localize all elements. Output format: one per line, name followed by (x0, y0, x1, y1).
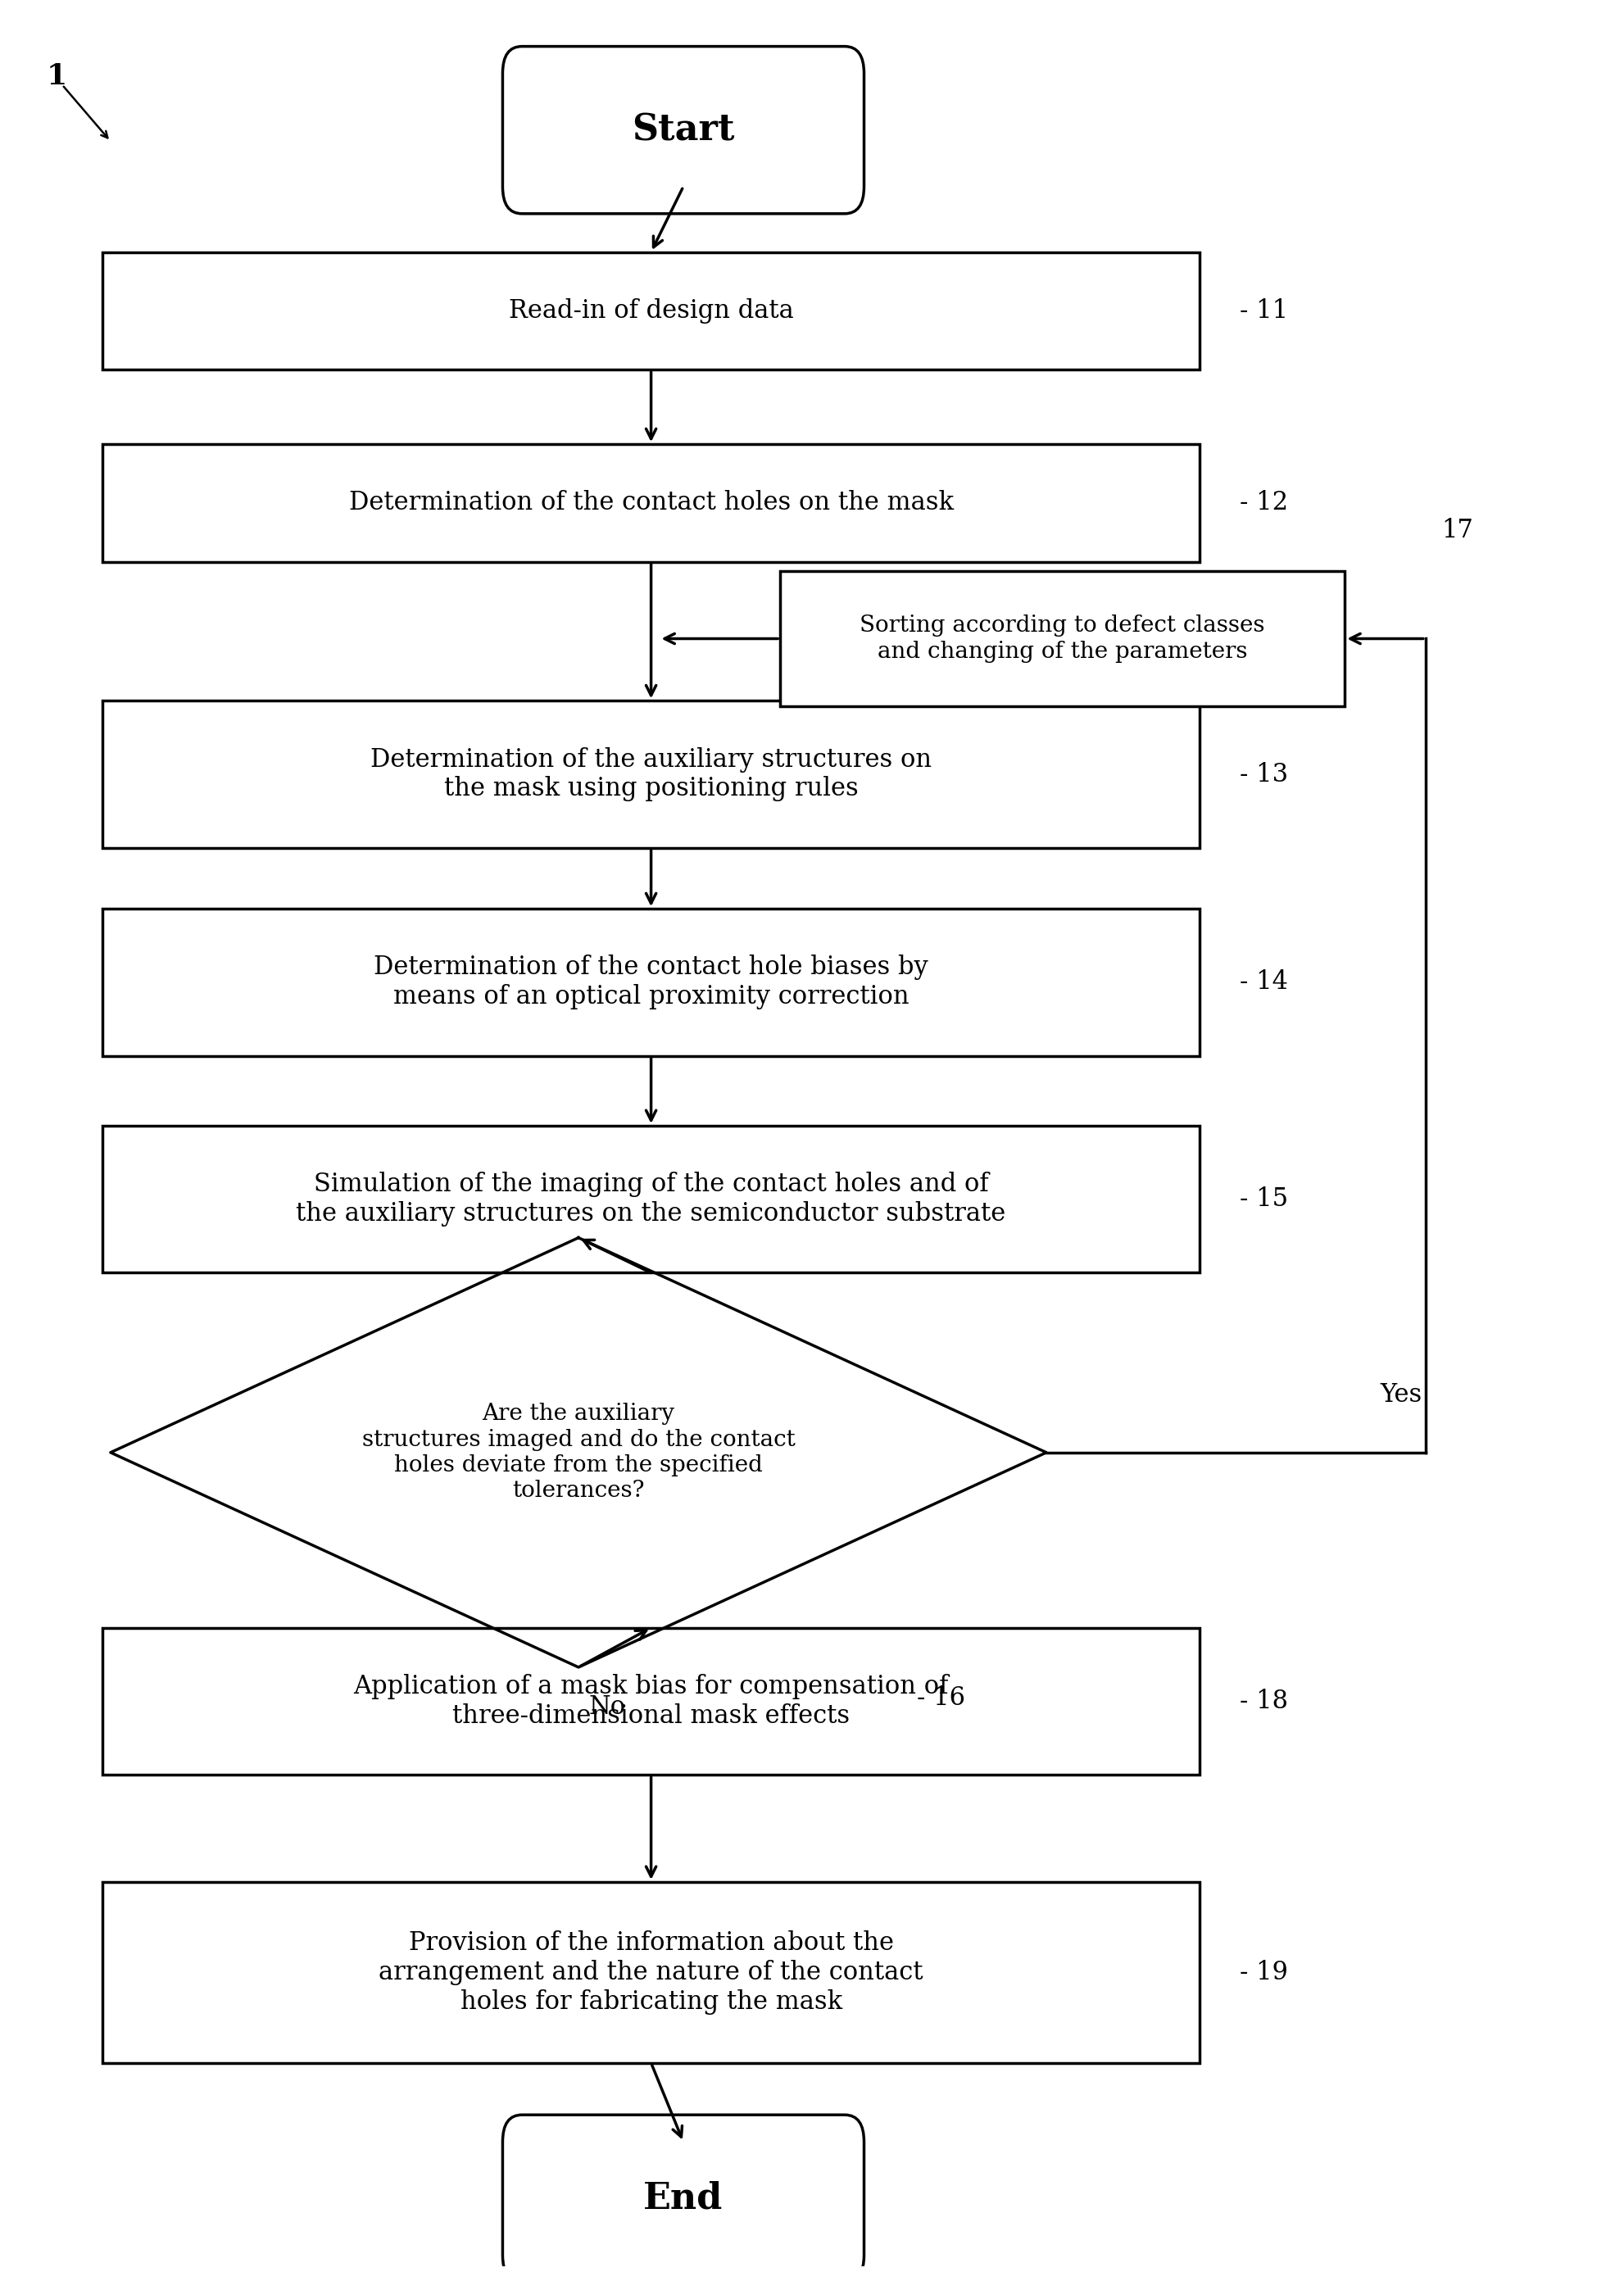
Text: - 16: - 16 (918, 1686, 965, 1711)
Bar (102, 909, 1199, 1056)
Text: - 14: - 14 (1239, 970, 1288, 995)
Bar (102, 1127, 1199, 1272)
Text: - 15: - 15 (1239, 1186, 1288, 1211)
Bar (102, 252, 1199, 370)
FancyBboxPatch shape (502, 45, 864, 214)
Text: - 11: - 11 (1239, 298, 1288, 323)
Text: Provision of the information about the
arrangement and the nature of the contact: Provision of the information about the a… (378, 1931, 922, 2015)
Bar (780, 570, 1345, 707)
Text: No: No (590, 1695, 625, 1720)
FancyBboxPatch shape (502, 2115, 864, 2272)
Bar (102, 700, 1199, 847)
Bar (102, 445, 1199, 561)
Text: Read-in of design data: Read-in of design data (508, 298, 793, 323)
Text: Application of a mask bias for compensation of
three-dimensional mask effects: Application of a mask bias for compensat… (354, 1674, 948, 1729)
Text: Simulation of the imaging of the contact holes and of
the auxiliary structures o: Simulation of the imaging of the contact… (296, 1172, 1005, 1227)
Bar (102, 1627, 1199, 1774)
Text: - 19: - 19 (1239, 1961, 1288, 1986)
Text: Determination of the contact hole biases by
means of an optical proximity correc: Determination of the contact hole biases… (374, 954, 927, 1009)
Text: Sorting according to defect classes
and changing of the parameters: Sorting according to defect classes and … (859, 616, 1265, 663)
Text: - 18: - 18 (1239, 1688, 1288, 1713)
Text: - 13: - 13 (1239, 761, 1288, 786)
Text: Are the auxiliary
structures imaged and do the contact
holes deviate from the sp: Are the auxiliary structures imaged and … (362, 1404, 794, 1502)
Text: Start: Start (632, 111, 734, 148)
Bar (102, 1881, 1199, 2063)
Text: - 12: - 12 (1239, 491, 1288, 516)
Text: Determination of the auxiliary structures on
the mask using positioning rules: Determination of the auxiliary structure… (370, 747, 931, 802)
Text: End: End (643, 2181, 723, 2215)
Text: Yes: Yes (1380, 1381, 1421, 1406)
Text: 1: 1 (45, 61, 67, 91)
Text: Determination of the contact holes on the mask: Determination of the contact holes on th… (349, 491, 953, 516)
Text: 17: 17 (1440, 518, 1473, 543)
